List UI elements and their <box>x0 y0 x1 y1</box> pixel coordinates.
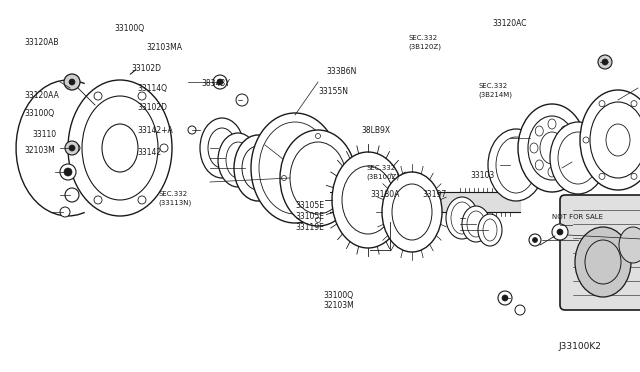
Text: 33100Q: 33100Q <box>114 24 144 33</box>
Circle shape <box>69 79 75 85</box>
Ellipse shape <box>530 143 538 153</box>
Text: 33110: 33110 <box>32 130 56 139</box>
Text: 33197: 33197 <box>422 190 447 199</box>
Circle shape <box>502 295 508 301</box>
Circle shape <box>188 126 196 134</box>
Text: 32103M: 32103M <box>24 146 55 155</box>
Text: 33103: 33103 <box>470 171 495 180</box>
Circle shape <box>557 229 563 235</box>
Ellipse shape <box>535 160 543 170</box>
Ellipse shape <box>561 160 569 170</box>
Ellipse shape <box>68 80 172 216</box>
Text: 33142+A: 33142+A <box>138 126 173 135</box>
Circle shape <box>60 164 76 180</box>
Circle shape <box>213 75 227 89</box>
Ellipse shape <box>218 133 258 187</box>
Text: (3B100Z): (3B100Z) <box>366 173 399 180</box>
Text: 38LB9X: 38LB9X <box>362 126 391 135</box>
Ellipse shape <box>518 104 586 192</box>
Ellipse shape <box>566 143 574 153</box>
Ellipse shape <box>251 113 339 223</box>
Ellipse shape <box>488 129 544 201</box>
Ellipse shape <box>535 126 543 136</box>
Circle shape <box>65 188 79 202</box>
Text: 32103MA: 32103MA <box>146 43 182 52</box>
Text: SEC.332: SEC.332 <box>159 191 188 197</box>
Circle shape <box>64 74 80 90</box>
Text: 33180A: 33180A <box>370 190 399 199</box>
Ellipse shape <box>478 214 502 246</box>
Text: 33102D: 33102D <box>131 64 161 73</box>
Ellipse shape <box>332 152 404 248</box>
Circle shape <box>552 224 568 240</box>
Text: 33119E: 33119E <box>296 223 324 232</box>
Circle shape <box>60 207 70 217</box>
Circle shape <box>498 291 512 305</box>
Text: J33100K2: J33100K2 <box>559 342 602 351</box>
Circle shape <box>515 305 525 315</box>
Text: 32103M: 32103M <box>323 301 354 310</box>
Ellipse shape <box>280 130 356 226</box>
Text: 33120AA: 33120AA <box>24 92 59 100</box>
Text: 333B6N: 333B6N <box>326 67 356 76</box>
Text: NOT FOR SALE: NOT FOR SALE <box>552 214 603 219</box>
Text: (33113N): (33113N) <box>159 199 192 206</box>
Text: 33105E: 33105E <box>296 212 324 221</box>
Circle shape <box>598 55 612 69</box>
Text: 33120AC: 33120AC <box>493 19 527 28</box>
Ellipse shape <box>234 135 282 201</box>
Circle shape <box>529 234 541 246</box>
Ellipse shape <box>462 206 490 242</box>
Ellipse shape <box>561 126 569 136</box>
Text: SEC.332: SEC.332 <box>479 83 508 89</box>
Circle shape <box>217 79 223 85</box>
Ellipse shape <box>548 167 556 177</box>
Ellipse shape <box>550 122 606 194</box>
Circle shape <box>236 94 248 106</box>
Text: 33102D: 33102D <box>138 103 168 112</box>
Ellipse shape <box>446 197 478 239</box>
Ellipse shape <box>619 227 640 263</box>
Text: 38343Y: 38343Y <box>202 79 230 88</box>
Text: 33105E: 33105E <box>296 201 324 210</box>
Text: 33120AB: 33120AB <box>24 38 59 47</box>
Text: SEC.332: SEC.332 <box>408 35 438 41</box>
Text: 33100Q: 33100Q <box>323 291 353 300</box>
Text: 33100Q: 33100Q <box>24 109 54 118</box>
Ellipse shape <box>580 90 640 190</box>
Text: 33114Q: 33114Q <box>138 84 168 93</box>
Text: (3B214M): (3B214M) <box>479 92 513 98</box>
Text: (3B120Z): (3B120Z) <box>408 43 442 50</box>
Ellipse shape <box>575 227 631 297</box>
Text: SEC.332: SEC.332 <box>366 165 396 171</box>
Circle shape <box>532 237 538 243</box>
Ellipse shape <box>382 172 442 252</box>
Circle shape <box>69 145 75 151</box>
FancyBboxPatch shape <box>560 195 640 310</box>
Ellipse shape <box>548 119 556 129</box>
Circle shape <box>602 59 608 65</box>
Text: 33155N: 33155N <box>319 87 349 96</box>
Text: 33142: 33142 <box>138 148 162 157</box>
Circle shape <box>65 141 79 155</box>
Circle shape <box>64 168 72 176</box>
Ellipse shape <box>200 118 244 178</box>
